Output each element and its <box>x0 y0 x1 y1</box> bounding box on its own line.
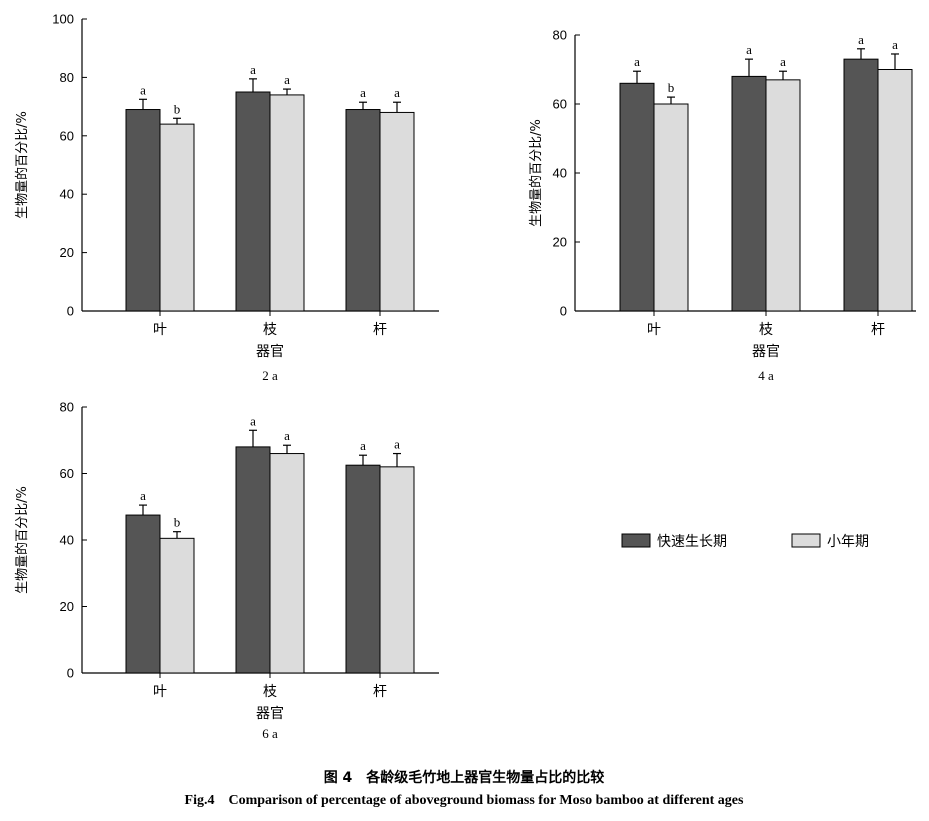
chart-panel-4a: 0 20 40 60 80 生物量的百分比/% 叶 a b 枝 a a 杆 a a 器官 4 a <box>528 28 916 383</box>
bar <box>269 94 305 312</box>
x-tick-label: 枝 <box>263 684 277 700</box>
y-tick-label: 20 <box>60 599 74 614</box>
y-tick-label: 0 <box>560 304 567 319</box>
x-tick-label: 叶 <box>153 684 167 700</box>
y-tick-label: 40 <box>553 166 567 181</box>
significance-letter: a <box>250 62 256 77</box>
bar <box>125 109 161 312</box>
chart-legend: 快速生长期 小年期 <box>621 533 869 550</box>
significance-letter: b <box>174 515 181 530</box>
x-axis-label: 器官 <box>256 344 284 360</box>
x-tick-label: 枝 <box>759 322 773 338</box>
x-tick-label: 杆 <box>373 684 387 700</box>
bar <box>379 466 415 674</box>
y-tick-label: 0 <box>67 304 74 319</box>
x-tick-label: 枝 <box>263 322 277 338</box>
significance-letter: a <box>284 72 290 87</box>
y-tick-label: 20 <box>60 245 74 260</box>
significance-letter: a <box>394 437 400 452</box>
bar <box>125 514 161 674</box>
caption-chinese: 图 4 各龄级毛竹地上器官生物量占比的比较 <box>324 769 605 786</box>
x-tick-label: 叶 <box>153 322 167 338</box>
bar <box>235 91 271 312</box>
bar <box>843 58 879 312</box>
panel-label: 6 a <box>262 726 278 741</box>
significance-letter: a <box>892 37 898 52</box>
chart-panel-2a: 0 20 40 60 80 100 生物量的百分比/% 叶 a b 枝 a a 杆 a a 器官 2 a <box>14 12 439 383</box>
bar <box>269 453 305 674</box>
x-tick-label: 杆 <box>373 322 387 338</box>
y-tick-label: 60 <box>553 97 567 112</box>
y-tick-label: 60 <box>60 466 74 481</box>
legend-swatch-fast-growth <box>621 533 651 548</box>
y-axis-label: 生物量的百分比/% <box>528 119 544 227</box>
panel-label: 4 a <box>758 368 774 383</box>
bar <box>877 69 913 312</box>
significance-letter: a <box>250 413 256 428</box>
x-tick-label: 叶 <box>647 322 661 338</box>
y-tick-label: 0 <box>67 666 74 681</box>
y-tick-label: 40 <box>60 187 74 202</box>
bar <box>379 111 415 312</box>
significance-letter: a <box>394 85 400 100</box>
significance-letter: a <box>746 42 752 57</box>
y-tick-label: 80 <box>553 28 567 43</box>
legend-swatch-off-year <box>791 533 821 548</box>
y-tick-label: 20 <box>553 235 567 250</box>
bar <box>731 75 767 312</box>
y-tick-label: 80 <box>60 400 74 415</box>
caption-english: Fig.4 Comparison of percentage of aboveg… <box>185 793 744 808</box>
bar <box>345 464 381 674</box>
bar <box>159 123 195 312</box>
y-tick-label: 40 <box>60 533 74 548</box>
significance-letter: a <box>140 488 146 503</box>
bar <box>235 446 271 674</box>
significance-letter: a <box>780 54 786 69</box>
y-tick-label: 60 <box>60 128 74 143</box>
bar <box>765 79 801 312</box>
y-tick-label: 100 <box>52 12 74 27</box>
significance-letter: a <box>284 428 290 443</box>
significance-letter: a <box>858 32 864 47</box>
significance-letter: a <box>360 85 366 100</box>
significance-letter: a <box>360 438 366 453</box>
chart-panel-6a: 0 20 40 60 80 生物量的百分比/% 叶 a b 枝 a a 杆 a a 器官 6 a <box>14 400 439 741</box>
y-axis-label: 生物量的百分比/% <box>14 486 30 594</box>
bar <box>345 109 381 312</box>
significance-letter: a <box>140 82 146 97</box>
legend-label-off-year: 小年期 <box>827 534 869 550</box>
bar <box>653 103 689 312</box>
panel-label: 2 a <box>262 368 278 383</box>
significance-letter: a <box>634 54 640 69</box>
bar <box>619 82 655 312</box>
x-axis-label: 器官 <box>752 344 780 360</box>
y-axis-label: 生物量的百分比/% <box>14 111 30 219</box>
significance-letter: b <box>668 80 675 95</box>
significance-letter: b <box>174 101 181 116</box>
y-tick-label: 80 <box>60 70 74 85</box>
x-axis-label: 器官 <box>256 706 284 722</box>
bar <box>159 537 195 674</box>
x-tick-label: 杆 <box>871 322 885 338</box>
legend-label-fast-growth: 快速生长期 <box>657 534 727 550</box>
